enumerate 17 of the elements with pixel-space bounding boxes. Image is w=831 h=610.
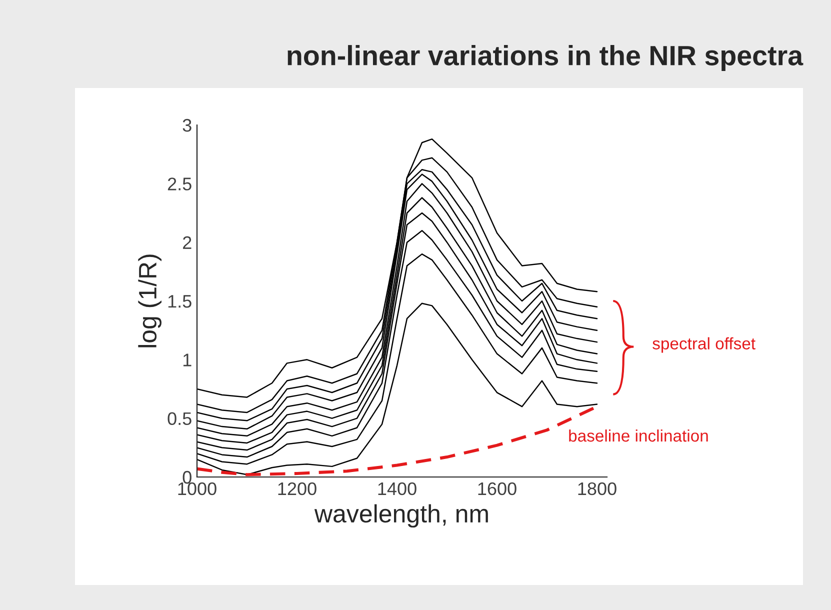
x-tick-label: 1600 <box>478 482 516 496</box>
x-tick-label: 1200 <box>278 482 316 496</box>
x-axis-title: wavelength, nm <box>314 504 488 528</box>
chart-title: non-linear variations in the NIR spectra <box>288 45 804 71</box>
x-tick-label: 1400 <box>378 482 416 496</box>
y-tick-label: 1.5 <box>168 295 192 308</box>
y-tick-label: 3 <box>182 118 192 132</box>
y-tick-label: 0 <box>182 470 192 484</box>
text: spectral offset <box>652 337 756 353</box>
annotation: baseline inclination <box>569 429 708 442</box>
y-axis-title: log (1/R) <box>138 254 162 348</box>
y-tick-label: 2.5 <box>168 178 192 190</box>
x-tick-label: 1000 <box>178 482 216 496</box>
y-tick-label: 0.5 <box>168 412 192 426</box>
y-tick-label: 1 <box>183 354 192 366</box>
y-tick-label: 2 <box>183 236 192 249</box>
x-tick-label: 1800 <box>578 482 616 496</box>
